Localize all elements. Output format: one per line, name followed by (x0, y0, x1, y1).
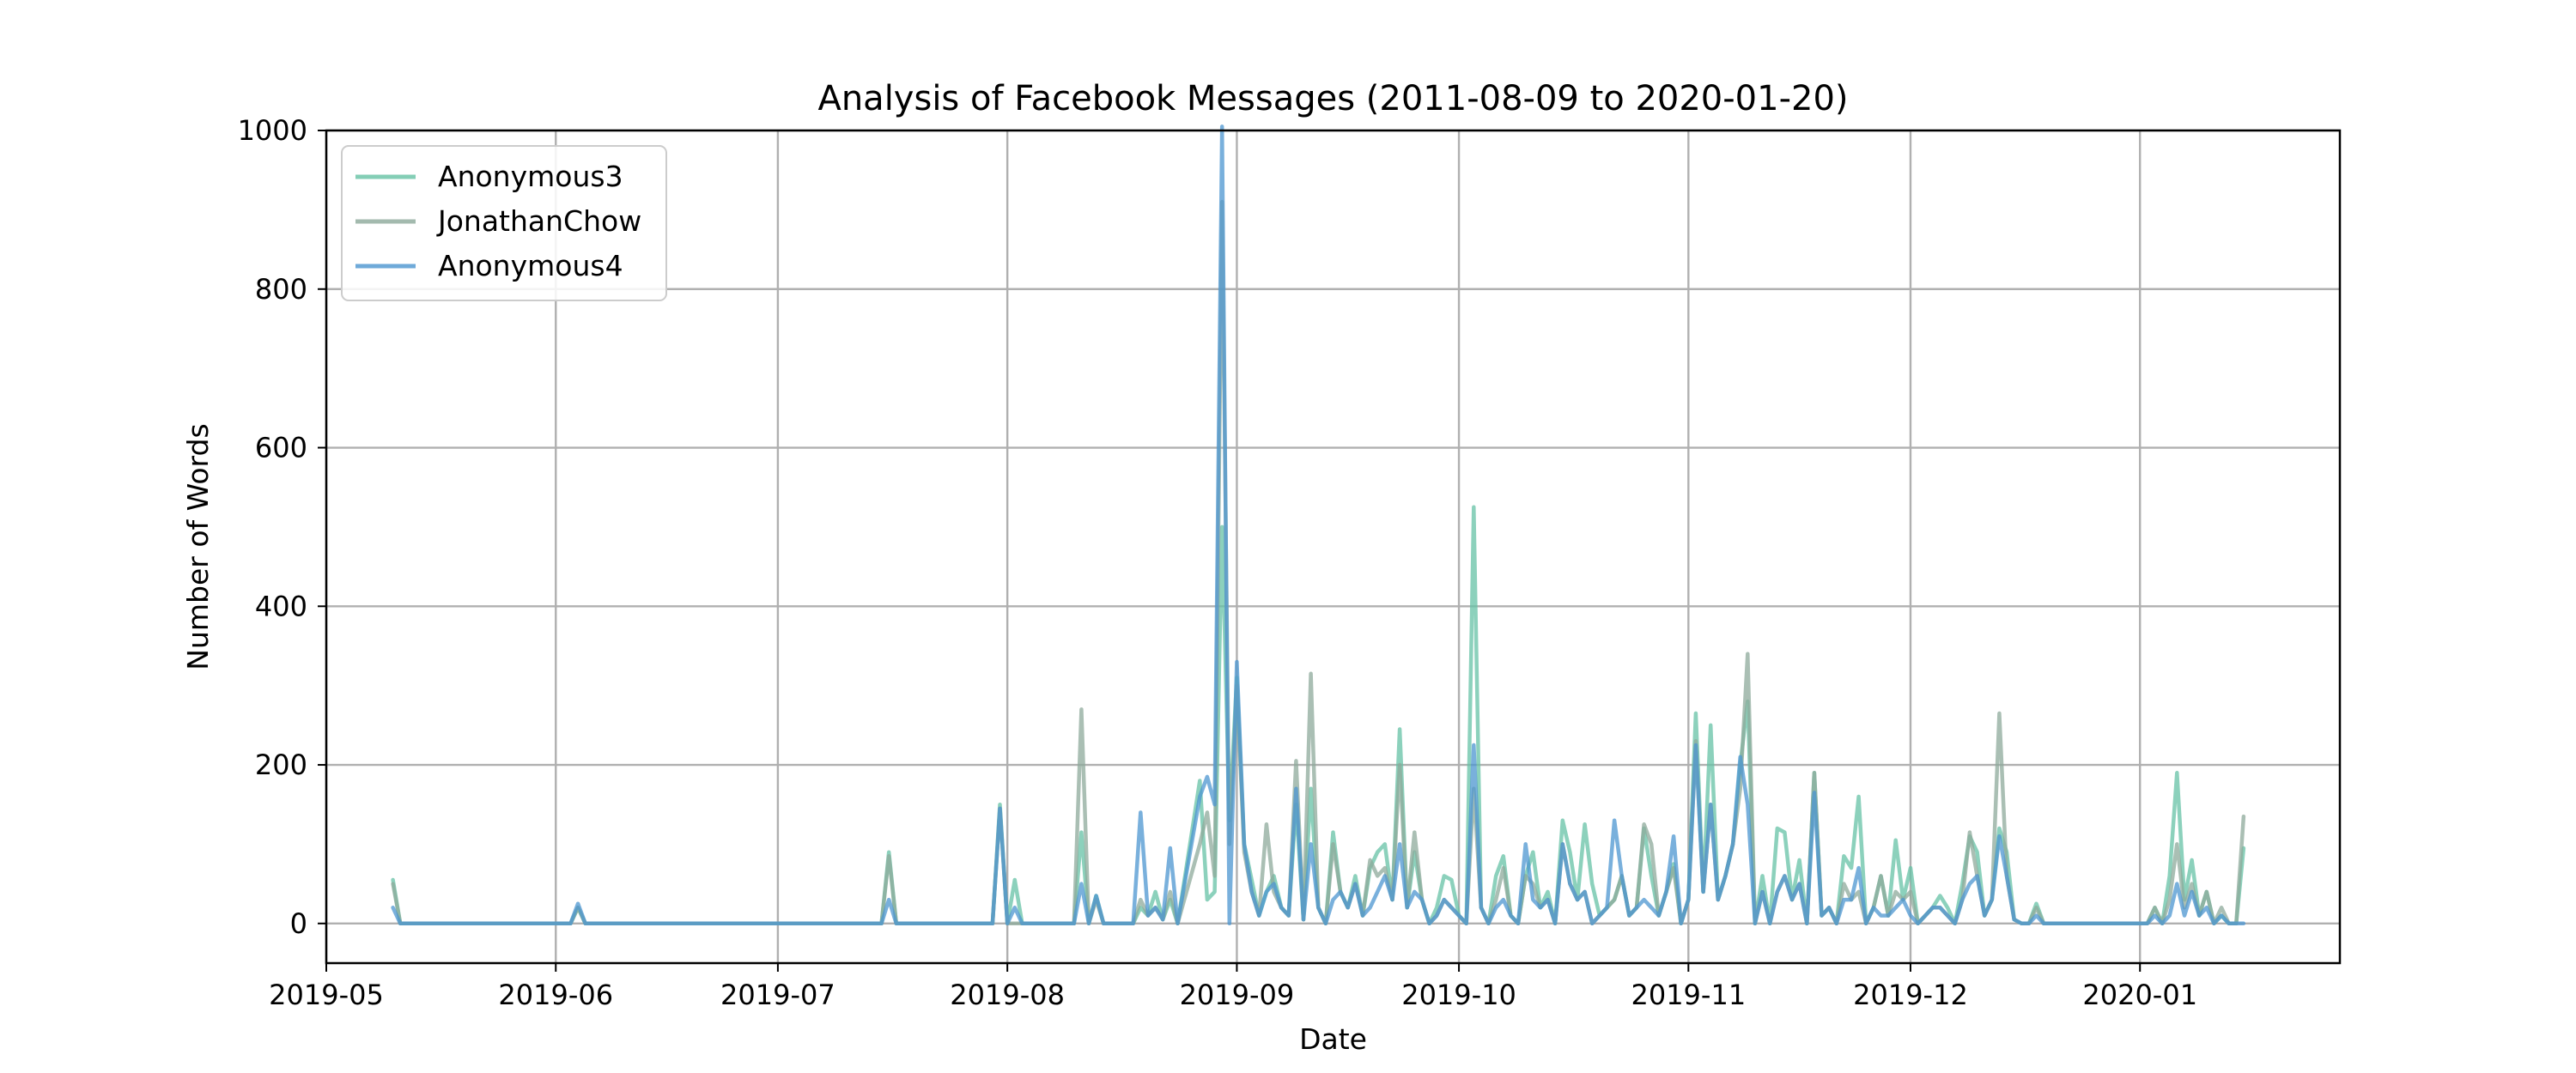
legend: Anonymous3 JonathanChow Anonymous4 (341, 145, 667, 301)
chart-title: Analysis of Facebook Messages (2011-08-0… (817, 79, 1848, 118)
x-tick-label: 2019-06 (498, 979, 613, 1011)
y-tick-label: 400 (255, 590, 307, 622)
y-tick-label: 600 (255, 432, 307, 464)
y-tick-label: 200 (255, 749, 307, 781)
x-tick-label: 2019-05 (269, 979, 384, 1011)
x-tick-label: 2020-01 (2082, 979, 2197, 1011)
x-tick-label: 2019-10 (1401, 979, 1516, 1011)
x-tick-label: 2019-08 (950, 979, 1065, 1011)
y-axis-label: Number of Words (181, 423, 215, 670)
legend-box (341, 145, 667, 301)
y-tick-label: 1000 (238, 114, 307, 147)
legend-label-anonymous3: Anonymous3 (438, 160, 623, 193)
series-lines (391, 124, 2246, 926)
y-tick-label: 0 (290, 907, 307, 940)
legend-label-jonathanchow: JonathanChow (436, 204, 641, 238)
legend-label-anonymous4: Anonymous4 (438, 249, 623, 282)
x-tick-label: 2019-11 (1631, 979, 1746, 1011)
series-line-anonymous3 (391, 505, 2246, 926)
x-tick-label: 2019-09 (1180, 979, 1295, 1011)
y-tick-label: 800 (255, 273, 307, 306)
x-tick-label: 2019-07 (720, 979, 835, 1011)
plot-frame (325, 129, 2342, 965)
x-axis-label: Date (1299, 1022, 1367, 1056)
x-tick-label: 2019-12 (1853, 979, 1968, 1011)
ticks: 2019-05 2019-06 2019-07 2019-08 2019-09 2019-… (238, 114, 2198, 1011)
series-line-anonymous4 (391, 124, 2246, 926)
